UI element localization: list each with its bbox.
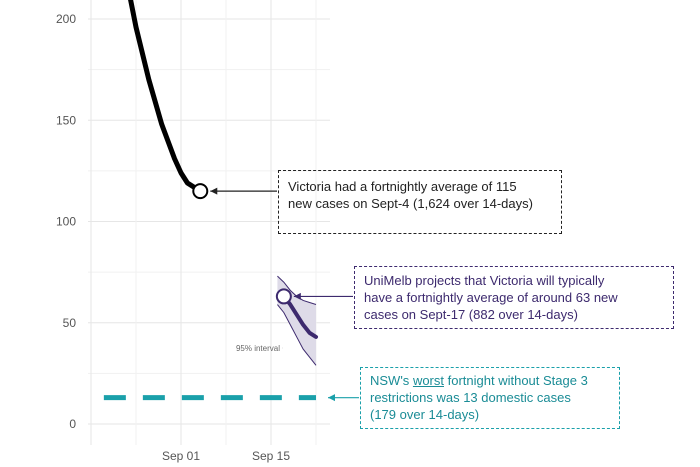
callout-connectors	[210, 187, 359, 402]
nsw-callout: NSW's worst fortnight without Stage 3 re…	[360, 367, 620, 429]
victoria-sept4-marker	[192, 183, 209, 200]
confidence-band-lower	[277, 304, 317, 366]
nsw-callout-line-2: restrictions was 13 domestic cases	[370, 390, 571, 405]
unimelb-callout-line-1: UniMelb projects that Victoria will typi…	[364, 273, 605, 288]
unimelb-callout: UniMelb projects that Victoria will typi…	[354, 266, 674, 329]
nsw-callout-line-1: NSW's worst fortnight without Stage 3	[370, 372, 610, 389]
victoria-callout-line-1: Victoria had a fortnightly average of 11…	[288, 179, 517, 194]
nsw-callout-prefix: NSW's	[370, 373, 413, 388]
victoria-callout: Victoria had a fortnightly average of 11…	[278, 170, 562, 234]
nsw-callout-suffix: fortnight without Stage 3	[444, 373, 588, 388]
y-tick-label: 50	[63, 316, 77, 330]
unimelb-callout-line-3: cases on Sept-17 (882 over 14-days)	[364, 307, 578, 322]
y-tick-label: 0	[69, 417, 76, 431]
series-lines-layer	[128, 0, 318, 339]
y-tick-label: 150	[56, 113, 76, 127]
nsw-callout-emphasis: worst	[412, 373, 444, 388]
highlight-markers-layer	[192, 183, 292, 305]
nsw-callout-line-3: (179 over 14-days)	[370, 407, 480, 422]
y-tick-label: 100	[56, 215, 76, 229]
victoria-callout-arrow-head	[210, 187, 218, 195]
x-axis-ticks: Sep 01 Sep 15	[162, 449, 290, 463]
projection-sept17-marker	[275, 288, 292, 305]
interval-label-layer: 95% interval	[236, 344, 283, 353]
x-tick-label: Sep 01	[162, 449, 200, 463]
unimelb-callout-line-2: have a fortnightly average of around 63 …	[364, 290, 618, 305]
y-tick-label: 200	[56, 12, 76, 26]
victoria-callout-line-2: new cases on Sept-4 (1,624 over 14-days)	[288, 196, 533, 211]
interval-label: 95% interval	[236, 344, 280, 353]
projection-line	[281, 294, 318, 339]
x-tick-label: Sep 15	[252, 449, 290, 463]
chart-gridlines	[88, 0, 330, 445]
unimelb-callout-arrow-head	[293, 292, 301, 300]
nsw-callout-arrow-head	[328, 394, 335, 402]
victoria-cases-line	[128, 0, 203, 194]
y-axis-ticks: 0 50 100 150 200	[56, 12, 76, 431]
